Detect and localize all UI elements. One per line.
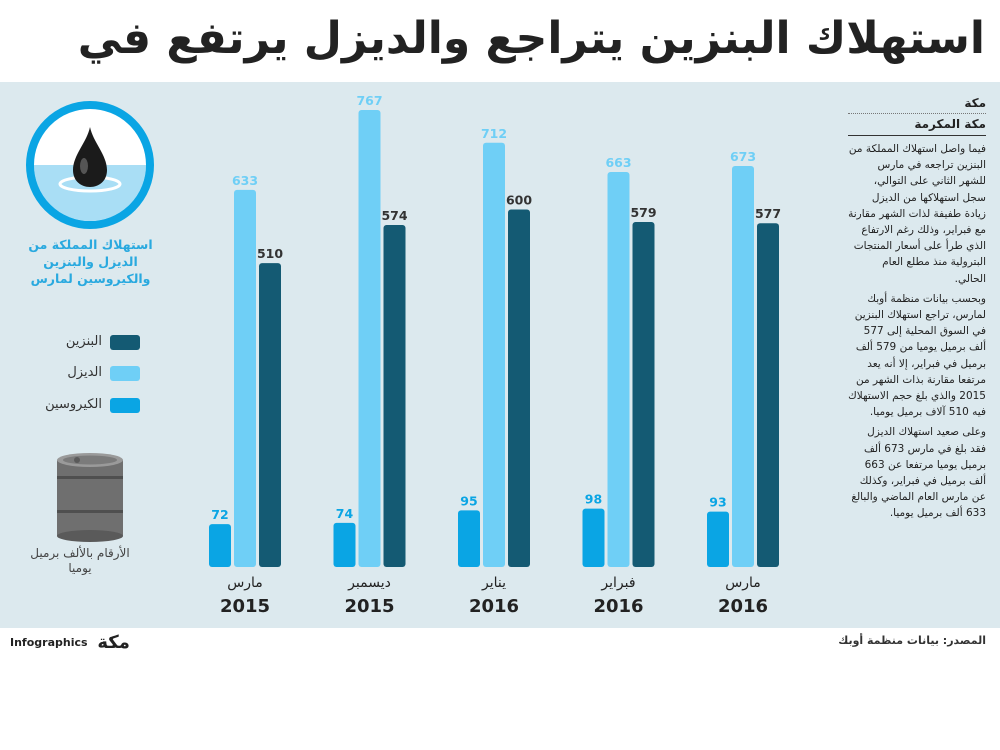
legend-label-diesel: الديزل xyxy=(67,365,102,380)
data-label-kerosene: 98 xyxy=(585,492,602,507)
article-paragraph: وعلى صعيد استهلاك الديزل فقد بلغ في مارس… xyxy=(851,426,986,520)
legend-item-gasoline: البنزين xyxy=(30,333,140,353)
brand-arabic-logo: مكة xyxy=(97,632,130,653)
x-tick-year: 2016 xyxy=(718,596,768,617)
page-title: استهلاك البنزين يتراجع والديزل يرتفع في … xyxy=(77,13,985,134)
data-label-gasoline: 510 xyxy=(257,246,283,261)
legend-swatch-kerosene xyxy=(110,398,140,413)
x-tick-month: مارس xyxy=(725,575,761,591)
data-label-diesel: 673 xyxy=(730,149,756,164)
x-tick-year: 2016 xyxy=(469,596,519,617)
data-label-diesel: 712 xyxy=(481,126,507,141)
bar-gasoline xyxy=(259,263,281,567)
bars-layer: 72 633 510 مارس 2015 74 767 574 ديسمبر 2015 95 712 6… xyxy=(209,93,781,617)
data-label-gasoline: 577 xyxy=(755,206,781,221)
bar-diesel xyxy=(732,166,754,567)
article-paragraph: فيما واصل استهلاك المملكة من البنزين ترا… xyxy=(848,143,986,285)
x-tick-month: يناير xyxy=(481,575,506,591)
legend-swatch-diesel xyxy=(110,366,140,381)
data-label-gasoline: 600 xyxy=(506,193,532,208)
bar-kerosene xyxy=(333,522,356,567)
legend-label-kerosene: الكيروسين xyxy=(45,397,102,412)
bar-gasoline xyxy=(757,223,779,567)
oil-barrel-icon xyxy=(57,453,123,542)
x-tick-month: ديسمبر xyxy=(347,575,391,591)
data-label-diesel: 767 xyxy=(356,93,382,108)
data-label-diesel: 663 xyxy=(605,155,631,170)
x-tick-year: 2015 xyxy=(220,596,270,617)
chart-title: استهلاك المملكة من الديزل والبنزين والكي… xyxy=(28,237,153,286)
article-paragraph: وبحسب بيانات منظمة أوبك لمارس، تراجع است… xyxy=(848,292,986,419)
legend-label-gasoline: البنزين xyxy=(65,334,102,349)
oil-drop-highlight xyxy=(80,158,88,174)
bar-diesel xyxy=(358,110,381,567)
article-sidebar: مكة مكة المكرمة فيما واصل استهلاك المملك… xyxy=(848,96,986,522)
logo-ring xyxy=(26,101,154,229)
bar-gasoline xyxy=(508,209,530,567)
x-tick-year: 2015 xyxy=(344,596,394,617)
dateline-city: مكة xyxy=(848,96,986,114)
bar-gasoline xyxy=(383,224,406,567)
data-label-kerosene: 93 xyxy=(709,495,726,510)
data-label-gasoline: 574 xyxy=(381,208,407,223)
bar-kerosene xyxy=(707,511,729,567)
dateline-region: مكة المكرمة xyxy=(848,114,986,136)
legend-swatch-gasoline xyxy=(110,335,140,350)
bar-kerosene xyxy=(458,510,480,567)
data-label-gasoline: 579 xyxy=(630,205,656,220)
bar-diesel xyxy=(234,189,256,567)
brand-logo: Infographics مكة xyxy=(10,632,130,653)
units-note: الأرقام بالألف برميل يوميا xyxy=(30,546,130,575)
legend-item-kerosene: الكيروسين xyxy=(30,396,140,416)
data-label-kerosene: 72 xyxy=(211,507,228,522)
legend-item-diesel: الديزل xyxy=(30,364,140,384)
bar-diesel xyxy=(607,171,630,567)
brand-text: Infographics xyxy=(10,636,88,649)
x-tick-month: مارس xyxy=(227,575,263,591)
x-tick-month: فبراير xyxy=(600,575,635,591)
data-label-kerosene: 95 xyxy=(460,493,477,508)
bar-kerosene xyxy=(582,508,605,567)
data-label-diesel: 633 xyxy=(232,173,258,188)
x-tick-year: 2016 xyxy=(593,596,643,617)
logo-water xyxy=(34,165,146,221)
source-note: المصدر: بيانات منظمة أوبك xyxy=(838,634,986,647)
bar-kerosene xyxy=(209,524,231,567)
bar-diesel xyxy=(483,142,505,567)
data-label-kerosene: 74 xyxy=(336,506,354,521)
bar-gasoline xyxy=(632,222,655,568)
chart-canvas: 72 633 510 مارس 2015 74 767 574 ديسمبر 2015 95 712 6… xyxy=(26,93,781,617)
oil-drop-logo xyxy=(26,101,154,229)
